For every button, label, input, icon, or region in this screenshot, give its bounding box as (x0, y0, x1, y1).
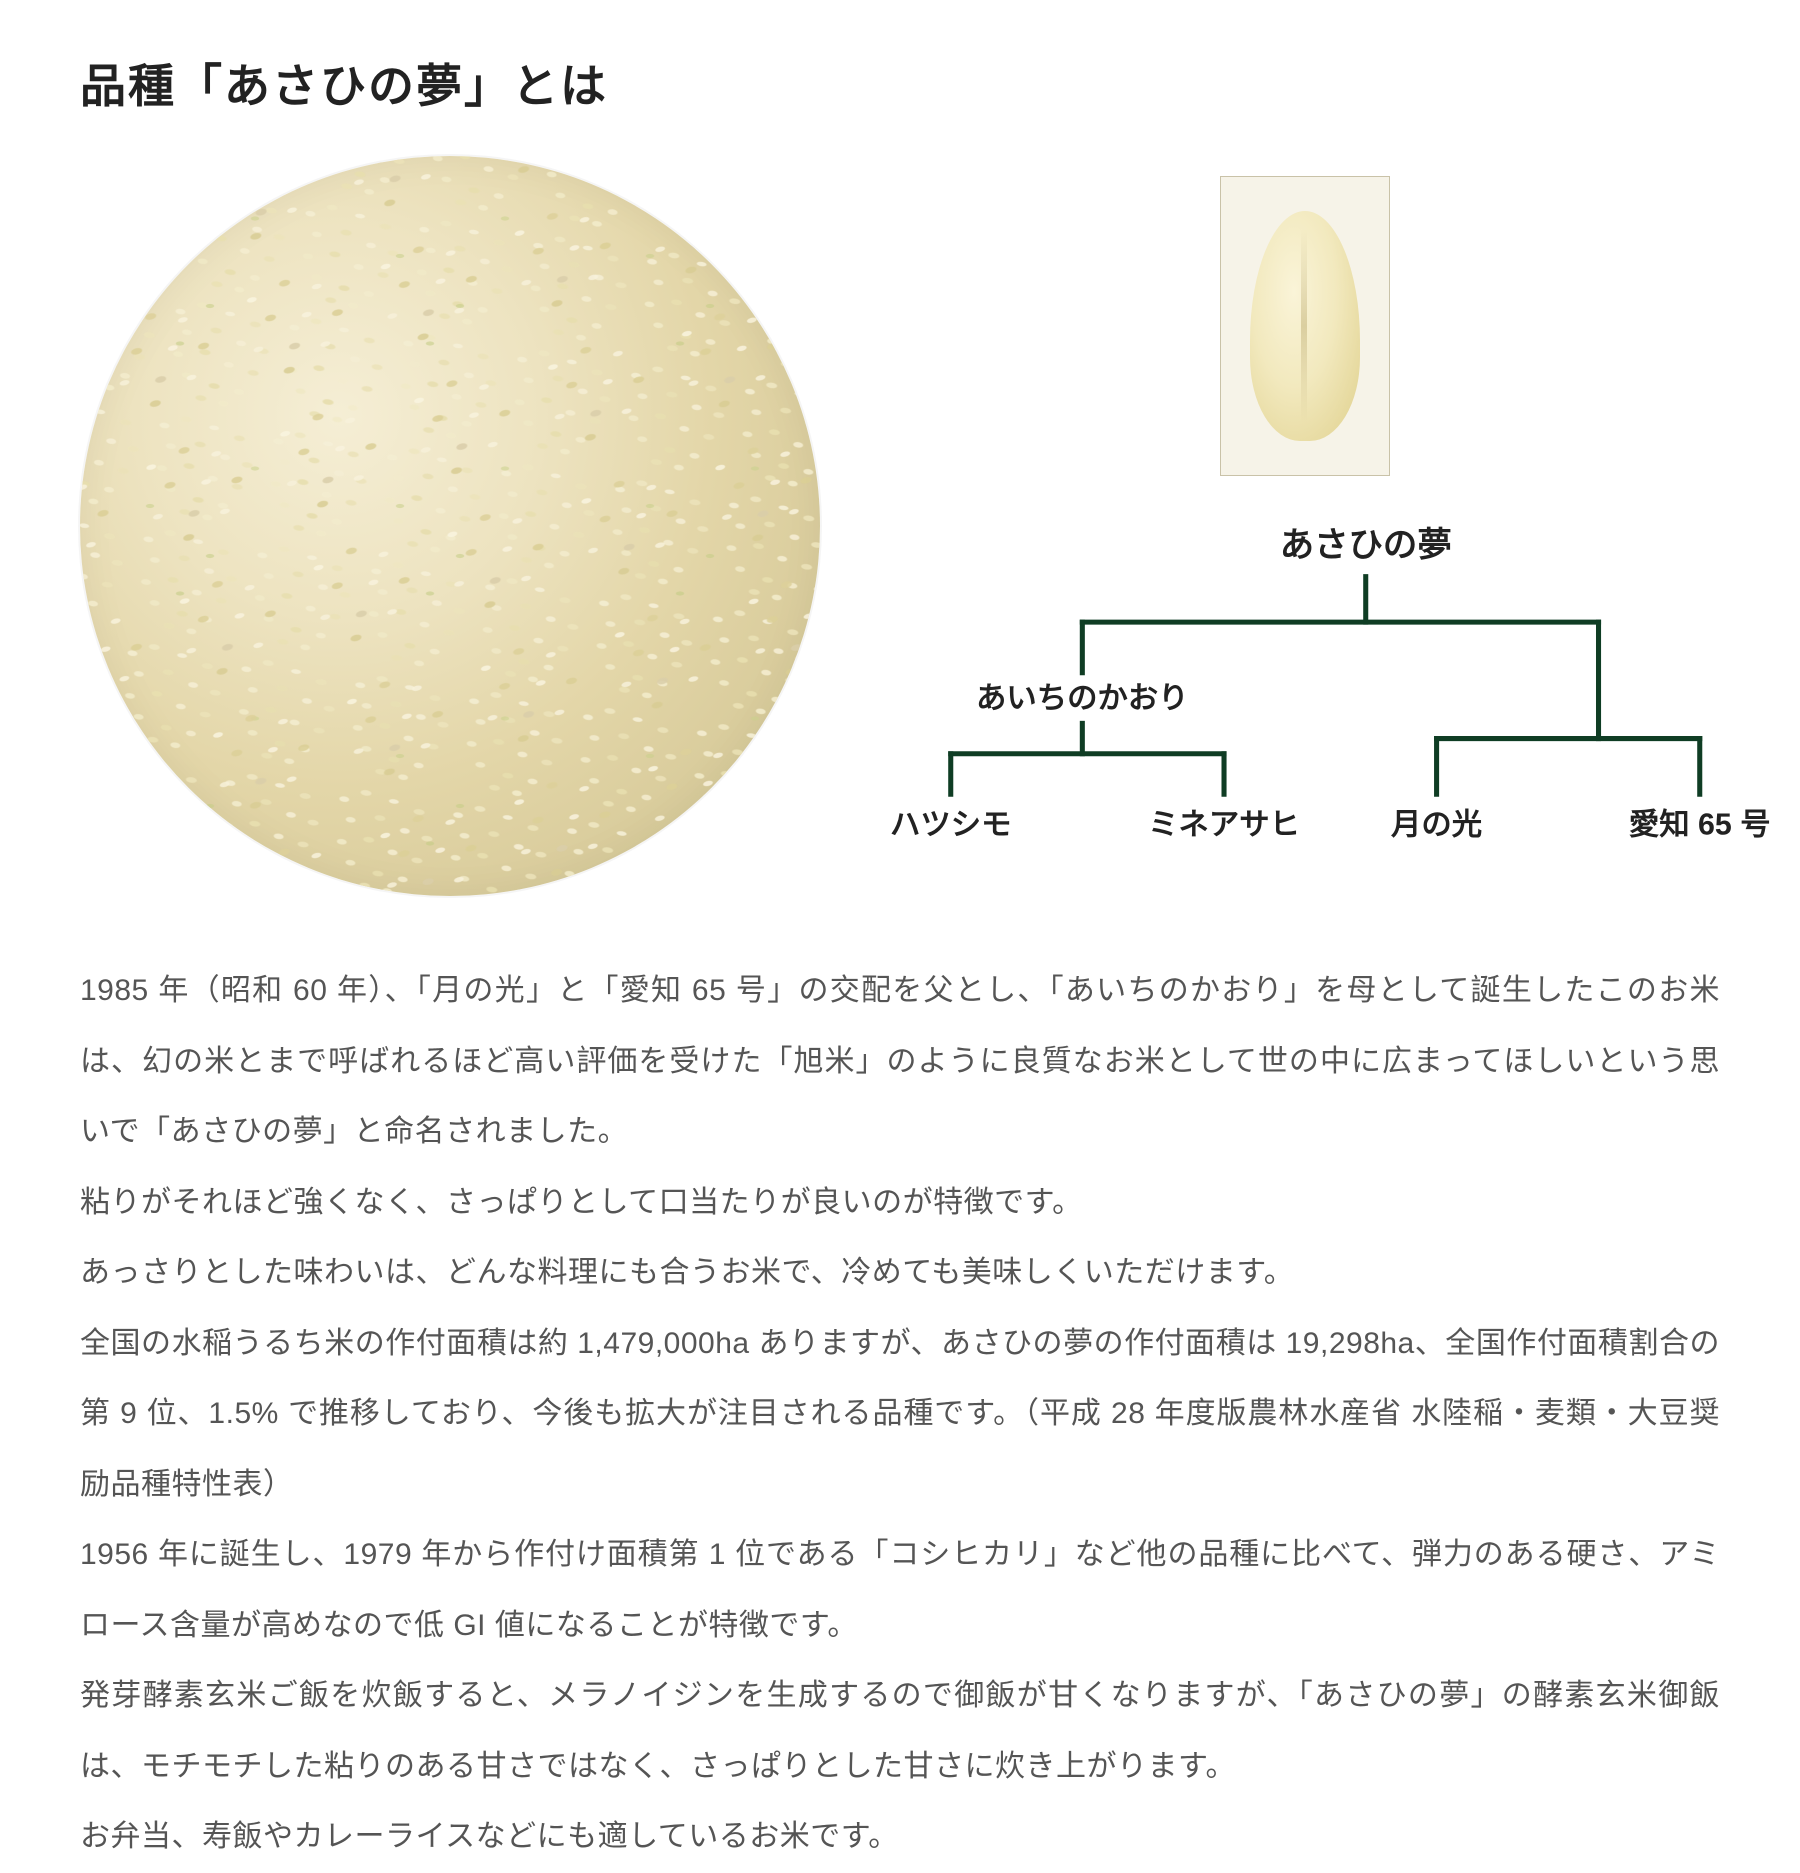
body-paragraphs: 1985 年（昭和 60 年）、「月の光」と「愛知 65 号」の交配を父とし、「… (80, 956, 1720, 1873)
tree-root-label: あさひの夢 (1280, 526, 1452, 564)
tree-leaf-0: ハツシモ (890, 809, 1011, 842)
single-grain-photo (1220, 176, 1390, 476)
tree-leaf-3: 愛知 65 号 (1629, 808, 1771, 842)
rice-bowl-photo (80, 156, 820, 896)
right-column: あさひの夢 あいちのかおり (890, 156, 1720, 860)
lineage-tree: あさひの夢 あいちのかおり (890, 526, 1720, 860)
tree-left-parent-label: あいちのかおり (976, 682, 1189, 715)
lineage-tree-svg: あさひの夢 あいちのかおり (890, 526, 1720, 860)
tree-leaf-2: 月の光 (1391, 808, 1482, 842)
upper-section: あさひの夢 あいちのかおり (80, 156, 1720, 896)
page-title: 品種「あさひの夢」とは (80, 50, 1720, 116)
tree-leaf-1: ミネアサヒ (1148, 809, 1300, 842)
